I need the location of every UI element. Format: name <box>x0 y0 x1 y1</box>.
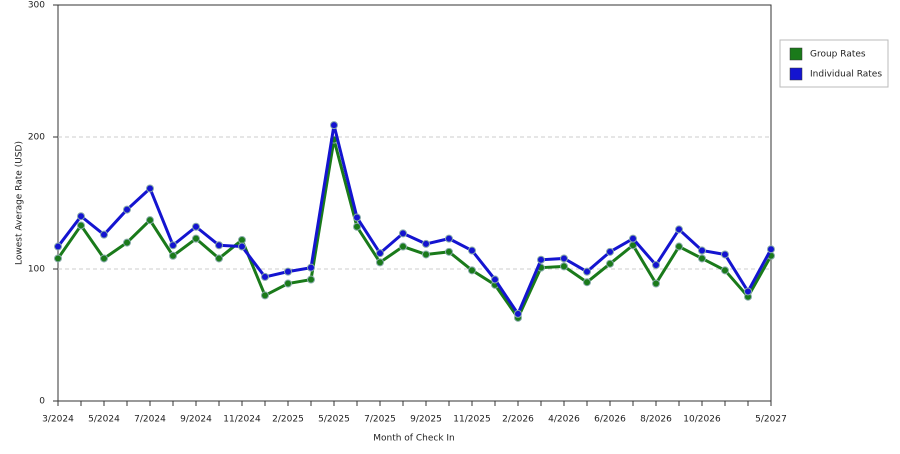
data-point <box>583 278 591 287</box>
y-tick-label: 300 <box>28 1 45 11</box>
legend-label: Group Rates <box>810 50 866 60</box>
data-point <box>721 250 729 259</box>
data-point <box>560 254 568 263</box>
data-point <box>468 266 476 275</box>
data-point <box>514 309 522 318</box>
data-point <box>261 291 269 300</box>
data-point <box>192 234 200 243</box>
x-tick-label: 9/2025 <box>410 415 442 425</box>
data-point <box>100 230 108 239</box>
data-point <box>307 263 315 272</box>
x-tick-label: 5/2024 <box>88 415 120 425</box>
data-point <box>146 216 154 225</box>
data-point <box>215 254 223 263</box>
data-point <box>698 254 706 263</box>
data-point <box>767 245 775 254</box>
legend-swatch <box>789 67 803 81</box>
x-tick-label: 3/2024 <box>42 415 74 425</box>
data-point <box>376 249 384 258</box>
data-point <box>721 266 729 275</box>
data-point <box>353 213 361 222</box>
data-point <box>284 279 292 288</box>
data-point <box>675 225 683 234</box>
series-line <box>56 124 773 318</box>
y-axis-title: Lowest Average Rate (USD) <box>15 141 25 265</box>
data-point <box>468 246 476 255</box>
data-point <box>353 222 361 231</box>
series-line <box>56 139 773 321</box>
data-point <box>284 267 292 276</box>
data-point <box>652 261 660 270</box>
data-point <box>537 255 545 264</box>
data-point <box>169 241 177 250</box>
x-tick-label: 4/2026 <box>548 415 580 425</box>
data-point <box>491 275 499 284</box>
data-point <box>675 242 683 251</box>
data-point <box>215 241 223 250</box>
data-point <box>399 242 407 251</box>
plot-frame <box>57 4 772 402</box>
y-tick-label: 0 <box>39 397 45 407</box>
x-tick-label: 2/2026 <box>502 415 534 425</box>
data-point <box>77 212 85 221</box>
data-point <box>560 262 568 271</box>
data-point <box>123 205 131 214</box>
x-tick-label: 11/2024 <box>223 415 261 425</box>
x-tick-label: 5/2025 <box>318 415 350 425</box>
data-point <box>123 238 131 247</box>
data-point <box>652 279 660 288</box>
x-tick-label: 6/2026 <box>594 415 626 425</box>
data-point <box>169 251 177 260</box>
data-point <box>330 121 338 130</box>
data-point <box>744 287 752 296</box>
x-tick-label: 7/2025 <box>364 415 396 425</box>
x-tick-label: 11/2025 <box>453 415 490 425</box>
data-point <box>238 235 246 244</box>
data-point <box>192 222 200 231</box>
data-point <box>77 221 85 230</box>
data-point <box>629 234 637 243</box>
data-point <box>54 254 62 263</box>
data-point <box>445 234 453 243</box>
y-tick-label: 200 <box>28 133 45 143</box>
data-point <box>606 259 614 268</box>
data-point <box>376 258 384 267</box>
data-point <box>261 272 269 281</box>
data-point <box>399 229 407 238</box>
data-point <box>54 242 62 251</box>
y-tick-label: 100 <box>28 265 45 275</box>
x-tick-label: 10/2026 <box>683 415 721 425</box>
x-axis-title: Month of Check In <box>373 434 455 444</box>
data-point <box>422 250 430 259</box>
data-point <box>100 254 108 263</box>
data-point <box>146 184 154 193</box>
data-point <box>422 239 430 248</box>
x-tick-label: 7/2024 <box>134 415 166 425</box>
data-point <box>606 247 614 256</box>
legend-label: Individual Rates <box>810 70 882 80</box>
data-point <box>698 246 706 255</box>
legend-swatch <box>789 47 803 61</box>
x-tick-label: 2/2025 <box>272 415 304 425</box>
x-tick-label: 9/2024 <box>180 415 212 425</box>
x-tick-label: 8/2026 <box>640 415 672 425</box>
x-tick-label: 5/2027 <box>755 415 787 425</box>
data-point <box>583 267 591 276</box>
data-point <box>445 247 453 256</box>
data-point <box>307 275 315 284</box>
data-point <box>238 242 246 251</box>
